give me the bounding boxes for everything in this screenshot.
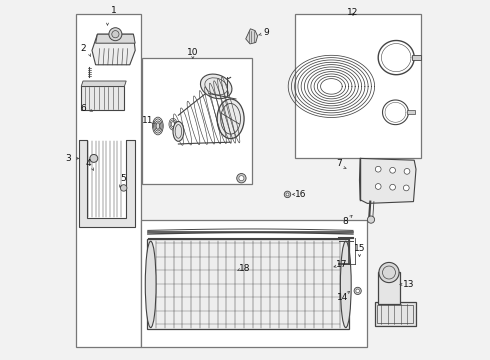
Circle shape <box>390 184 395 190</box>
Bar <box>413 55 421 60</box>
Circle shape <box>375 184 381 189</box>
Circle shape <box>379 262 399 283</box>
Polygon shape <box>81 81 126 86</box>
Circle shape <box>109 28 122 41</box>
Bar <box>295 14 421 158</box>
Text: 16: 16 <box>295 190 307 199</box>
Text: 13: 13 <box>403 280 415 289</box>
Circle shape <box>354 287 361 294</box>
Ellipse shape <box>173 122 184 141</box>
Text: 2: 2 <box>80 44 86 53</box>
Text: 17: 17 <box>337 260 348 269</box>
Circle shape <box>403 185 409 191</box>
Bar <box>377 305 413 323</box>
Bar <box>141 220 368 347</box>
Bar <box>407 110 415 114</box>
Text: 10: 10 <box>187 48 198 57</box>
Circle shape <box>356 289 360 293</box>
Polygon shape <box>360 158 416 203</box>
Ellipse shape <box>341 241 351 328</box>
Circle shape <box>368 216 374 223</box>
Bar <box>374 302 416 326</box>
Bar <box>143 58 252 184</box>
Text: 12: 12 <box>347 8 359 17</box>
Circle shape <box>90 154 98 162</box>
Ellipse shape <box>200 74 232 99</box>
Circle shape <box>390 167 395 173</box>
Text: 15: 15 <box>354 244 366 253</box>
Polygon shape <box>92 34 135 65</box>
Text: 5: 5 <box>121 174 126 183</box>
Circle shape <box>112 31 119 38</box>
Text: 8: 8 <box>342 217 348 226</box>
Circle shape <box>121 185 127 191</box>
Text: 9: 9 <box>264 28 270 37</box>
Bar <box>76 14 141 347</box>
Circle shape <box>284 191 291 198</box>
Text: 4: 4 <box>86 159 91 168</box>
Circle shape <box>286 193 289 196</box>
Circle shape <box>375 166 381 172</box>
Ellipse shape <box>145 241 156 328</box>
Bar <box>378 272 400 304</box>
Ellipse shape <box>156 123 160 129</box>
Text: 6: 6 <box>81 104 87 113</box>
Circle shape <box>237 174 246 183</box>
Ellipse shape <box>217 99 244 139</box>
Text: 11: 11 <box>142 116 153 125</box>
Text: 7: 7 <box>336 159 342 168</box>
Polygon shape <box>96 34 135 43</box>
Text: 1: 1 <box>111 6 117 15</box>
Text: 3: 3 <box>66 154 72 163</box>
Circle shape <box>239 176 244 181</box>
Polygon shape <box>245 29 258 44</box>
Circle shape <box>404 168 410 174</box>
Text: 18: 18 <box>239 264 251 273</box>
Bar <box>147 239 349 329</box>
Polygon shape <box>79 140 135 227</box>
Bar <box>81 86 124 110</box>
Text: 14: 14 <box>337 292 348 302</box>
